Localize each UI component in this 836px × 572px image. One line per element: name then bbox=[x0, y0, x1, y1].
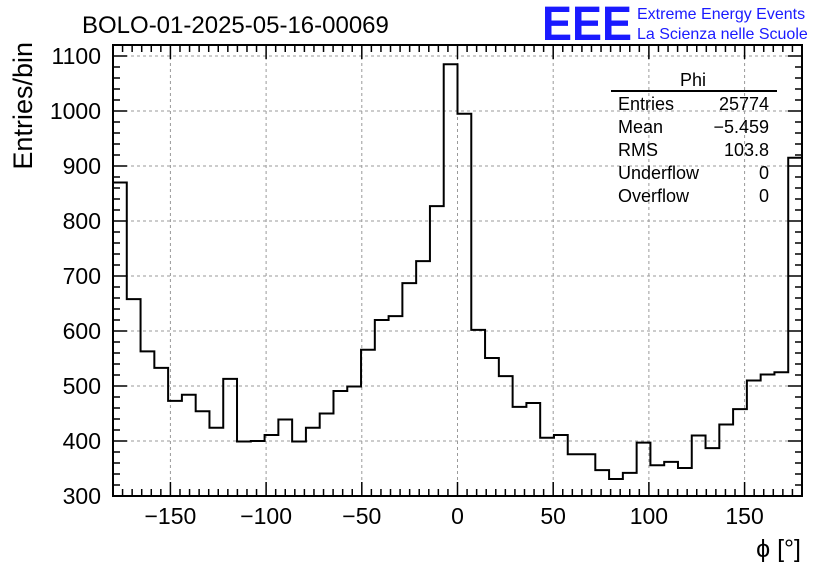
y-tick-label-4: 700 bbox=[63, 263, 101, 289]
y-tick-label-7: 1000 bbox=[50, 98, 101, 124]
histogram-bin-32 bbox=[554, 435, 568, 496]
histogram-bin-25 bbox=[458, 114, 472, 496]
y-tick-label-1: 400 bbox=[63, 428, 101, 454]
histogram-bin-28 bbox=[499, 376, 513, 496]
eee-logo-line1: Extreme Energy Events bbox=[637, 6, 805, 23]
y-tick-label-8: 1100 bbox=[52, 43, 101, 69]
y-tick-label-5: 800 bbox=[63, 208, 101, 234]
histogram-bin-29 bbox=[513, 407, 527, 496]
histogram-bin-21 bbox=[402, 283, 416, 496]
y-tick-label-0: 300 bbox=[63, 483, 101, 509]
stats-label-underflow: Underflow bbox=[618, 163, 700, 183]
histogram-bin-3 bbox=[154, 368, 168, 496]
histogram-bin-2 bbox=[141, 351, 155, 496]
eee-logo-mark: EEE bbox=[542, 0, 632, 51]
x-tick-label-2: −50 bbox=[342, 503, 381, 529]
histogram-bin-34 bbox=[582, 454, 596, 496]
histogram-bin-27 bbox=[485, 358, 499, 496]
histogram-bin-12 bbox=[278, 420, 292, 496]
histogram-bin-22 bbox=[416, 261, 430, 496]
histogram-bin-49 bbox=[788, 158, 802, 496]
stats-value-overflow: 0 bbox=[759, 186, 769, 206]
stats-label-overflow: Overflow bbox=[618, 186, 690, 206]
x-tick-label-5: 100 bbox=[630, 503, 668, 529]
stats-value-entries: 25774 bbox=[719, 94, 769, 114]
histogram-bin-14 bbox=[306, 428, 320, 496]
y-tick-label-2: 500 bbox=[63, 373, 101, 399]
histogram-bin-48 bbox=[774, 372, 788, 496]
histogram-bin-0 bbox=[113, 183, 127, 497]
histogram-bin-23 bbox=[430, 206, 444, 496]
chart-title: BOLO-01-2025-05-16-00069 bbox=[82, 12, 389, 39]
histogram-outline bbox=[113, 63, 802, 480]
histogram-bin-4 bbox=[168, 401, 182, 496]
y-tick-label-6: 900 bbox=[63, 153, 101, 179]
histogram-bin-18 bbox=[361, 350, 375, 496]
x-tick-label-3: 0 bbox=[451, 503, 464, 529]
y-tick-label-3: 600 bbox=[63, 318, 101, 344]
histogram-bin-16 bbox=[333, 391, 347, 496]
histogram-bin-40 bbox=[664, 462, 678, 496]
histogram-bin-41 bbox=[678, 468, 692, 496]
histogram-bin-35 bbox=[595, 470, 609, 496]
histogram-bin-10 bbox=[251, 441, 265, 496]
stats-box-title: Phi bbox=[680, 70, 706, 90]
histogram-bin-43 bbox=[706, 448, 720, 496]
histogram-bin-15 bbox=[320, 414, 334, 497]
stats-value-mean: −5.459 bbox=[713, 117, 769, 137]
histogram-bin-20 bbox=[389, 316, 403, 496]
histogram-bin-26 bbox=[471, 330, 485, 496]
stats-box: Phi Entries 25774 Mean −5.459 RMS 103.8 … bbox=[611, 70, 777, 206]
histogram-bin-30 bbox=[526, 403, 540, 496]
histogram-bin-44 bbox=[719, 425, 733, 497]
histogram-bin-19 bbox=[375, 320, 389, 496]
histogram-bin-8 bbox=[223, 379, 237, 496]
histogram-bin-17 bbox=[347, 387, 361, 496]
stats-value-rms: 103.8 bbox=[724, 140, 769, 160]
x-tick-label-0: −150 bbox=[145, 503, 197, 529]
stats-label-entries: Entries bbox=[618, 94, 674, 114]
eee-logo: EEE Extreme Energy Events La Scienza nel… bbox=[542, 0, 808, 51]
histogram-bin-9 bbox=[237, 442, 251, 496]
y-axis-label: Entries/bin bbox=[8, 42, 38, 170]
histogram-bin-24 bbox=[444, 64, 458, 496]
histogram-bin-7 bbox=[209, 428, 223, 496]
eee-logo-line2: La Scienza nelle Scuole bbox=[637, 26, 808, 43]
histogram-bin-5 bbox=[182, 395, 196, 496]
histogram-bin-1 bbox=[127, 299, 141, 496]
histogram-bin-42 bbox=[692, 436, 706, 497]
histogram-bin-47 bbox=[761, 374, 775, 496]
histogram-bin-33 bbox=[568, 454, 582, 496]
x-tick-label-6: 150 bbox=[725, 503, 763, 529]
stats-value-underflow: 0 bbox=[759, 163, 769, 183]
histogram-bin-13 bbox=[292, 442, 306, 496]
x-tick-label-4: 50 bbox=[540, 503, 566, 529]
x-tick-label-1: −100 bbox=[240, 503, 292, 529]
histogram-bin-31 bbox=[540, 438, 554, 496]
x-axis-label: ϕ [°] bbox=[756, 535, 801, 563]
stats-label-rms: RMS bbox=[618, 140, 658, 160]
stats-label-mean: Mean bbox=[618, 117, 663, 137]
histogram-bin-39 bbox=[650, 465, 664, 496]
histogram-bin-46 bbox=[747, 381, 761, 497]
histogram-bin-6 bbox=[196, 411, 210, 496]
